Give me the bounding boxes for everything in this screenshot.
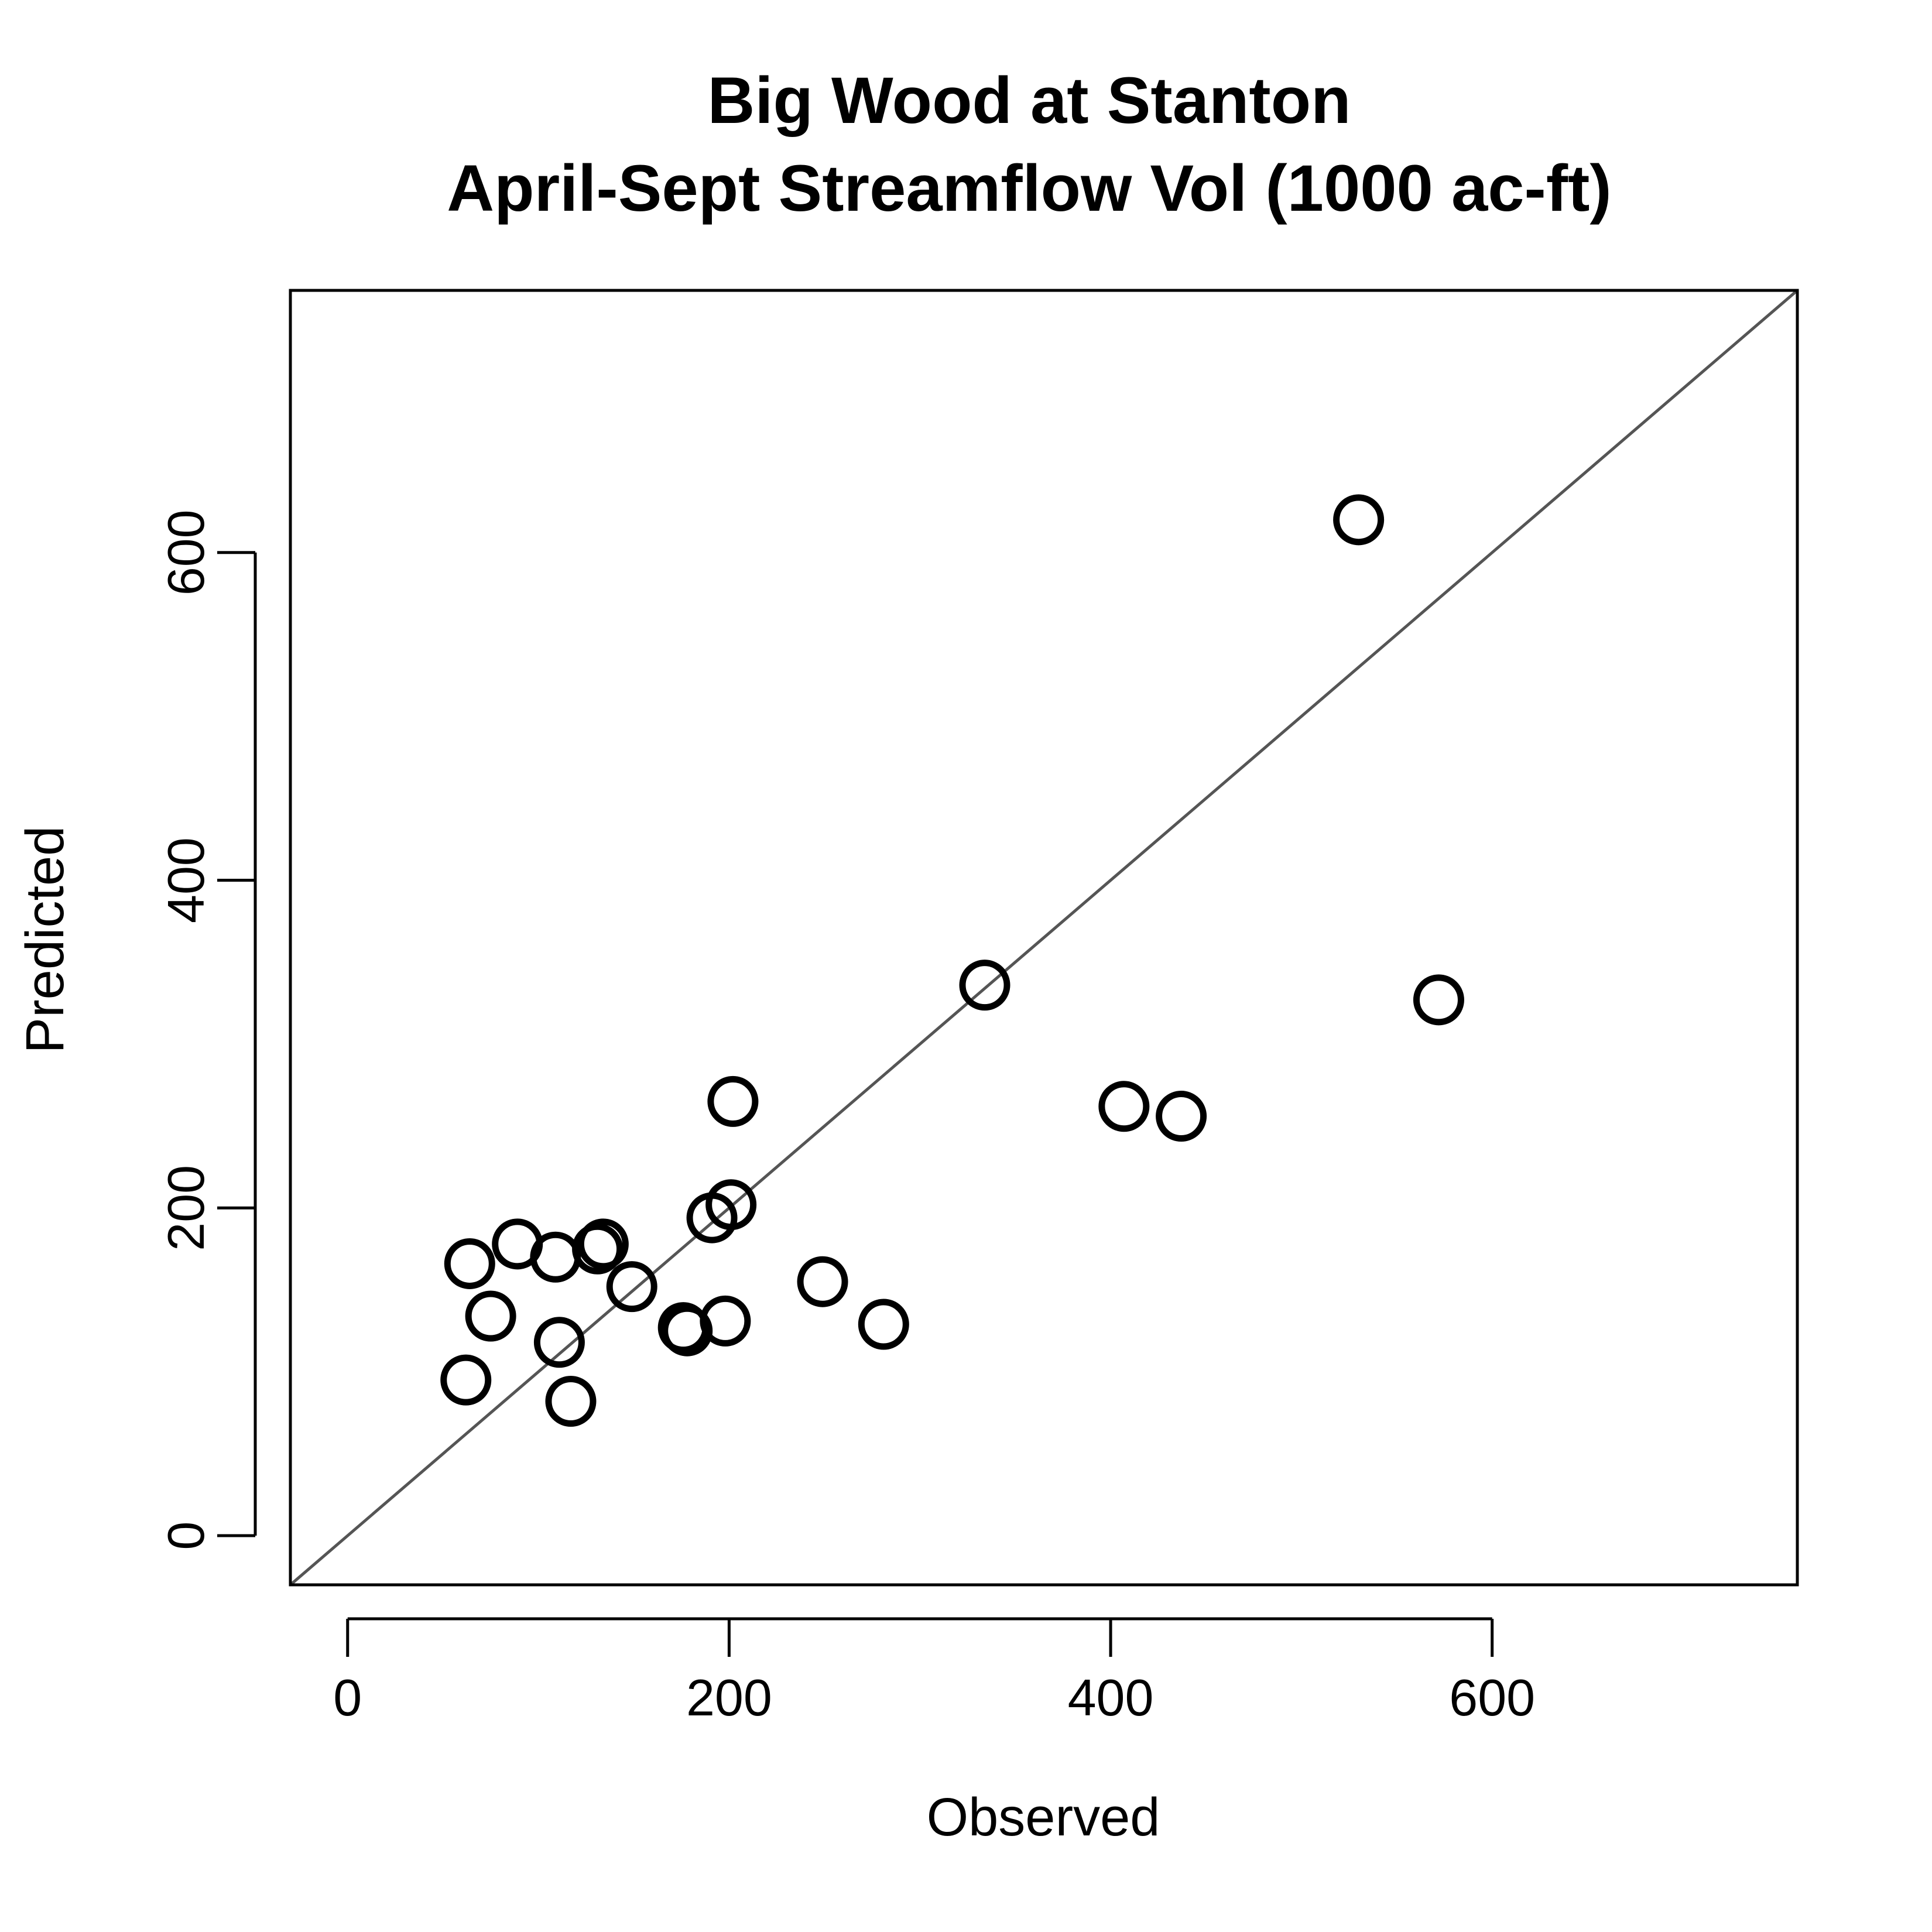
x-tick-label: 200: [686, 1669, 772, 1727]
data-point: [858, 1299, 909, 1350]
data-point: [797, 1256, 848, 1307]
data-point: [440, 1354, 492, 1406]
data-points-layer: [440, 494, 1464, 1427]
y-tick-label: 0: [157, 1522, 215, 1550]
data-point: [1098, 1081, 1150, 1132]
x-axis-label: Observed: [927, 1787, 1160, 1847]
x-tick-label: 600: [1449, 1669, 1535, 1727]
data-point: [533, 1317, 585, 1368]
x-tick-label: 0: [333, 1669, 362, 1727]
reference-line-layer: [289, 289, 1799, 1586]
data-point: [577, 1218, 629, 1270]
data-point: [606, 1261, 657, 1313]
y-tick-label: 600: [157, 509, 215, 595]
plot-frame: [289, 289, 1799, 1587]
one-to-one-line: [289, 289, 1799, 1586]
axes-layer: 0 200 400 600 0 200 400 600: [157, 509, 1535, 1727]
data-point: [1156, 1091, 1207, 1142]
chart-title: Big Wood at Stanton: [707, 64, 1351, 137]
chart-subtitle: April-Sept Streamflow Vol (1000 ac-ft): [447, 152, 1611, 225]
data-point: [572, 1223, 624, 1275]
data-point: [959, 960, 1010, 1011]
data-point: [465, 1290, 516, 1342]
x-tick-label: 400: [1068, 1669, 1154, 1727]
data-point: [444, 1238, 495, 1289]
y-tick-label: 400: [157, 837, 215, 923]
data-point: [707, 1075, 759, 1127]
y-tick-label: 200: [157, 1165, 215, 1251]
data-point: [1333, 494, 1385, 546]
data-point: [705, 1179, 757, 1231]
data-point: [662, 1305, 713, 1356]
data-point: [700, 1295, 751, 1347]
data-point: [1413, 974, 1464, 1026]
data-point: [545, 1376, 597, 1427]
data-point: [530, 1231, 581, 1283]
y-axis-label: Predicted: [15, 826, 75, 1054]
